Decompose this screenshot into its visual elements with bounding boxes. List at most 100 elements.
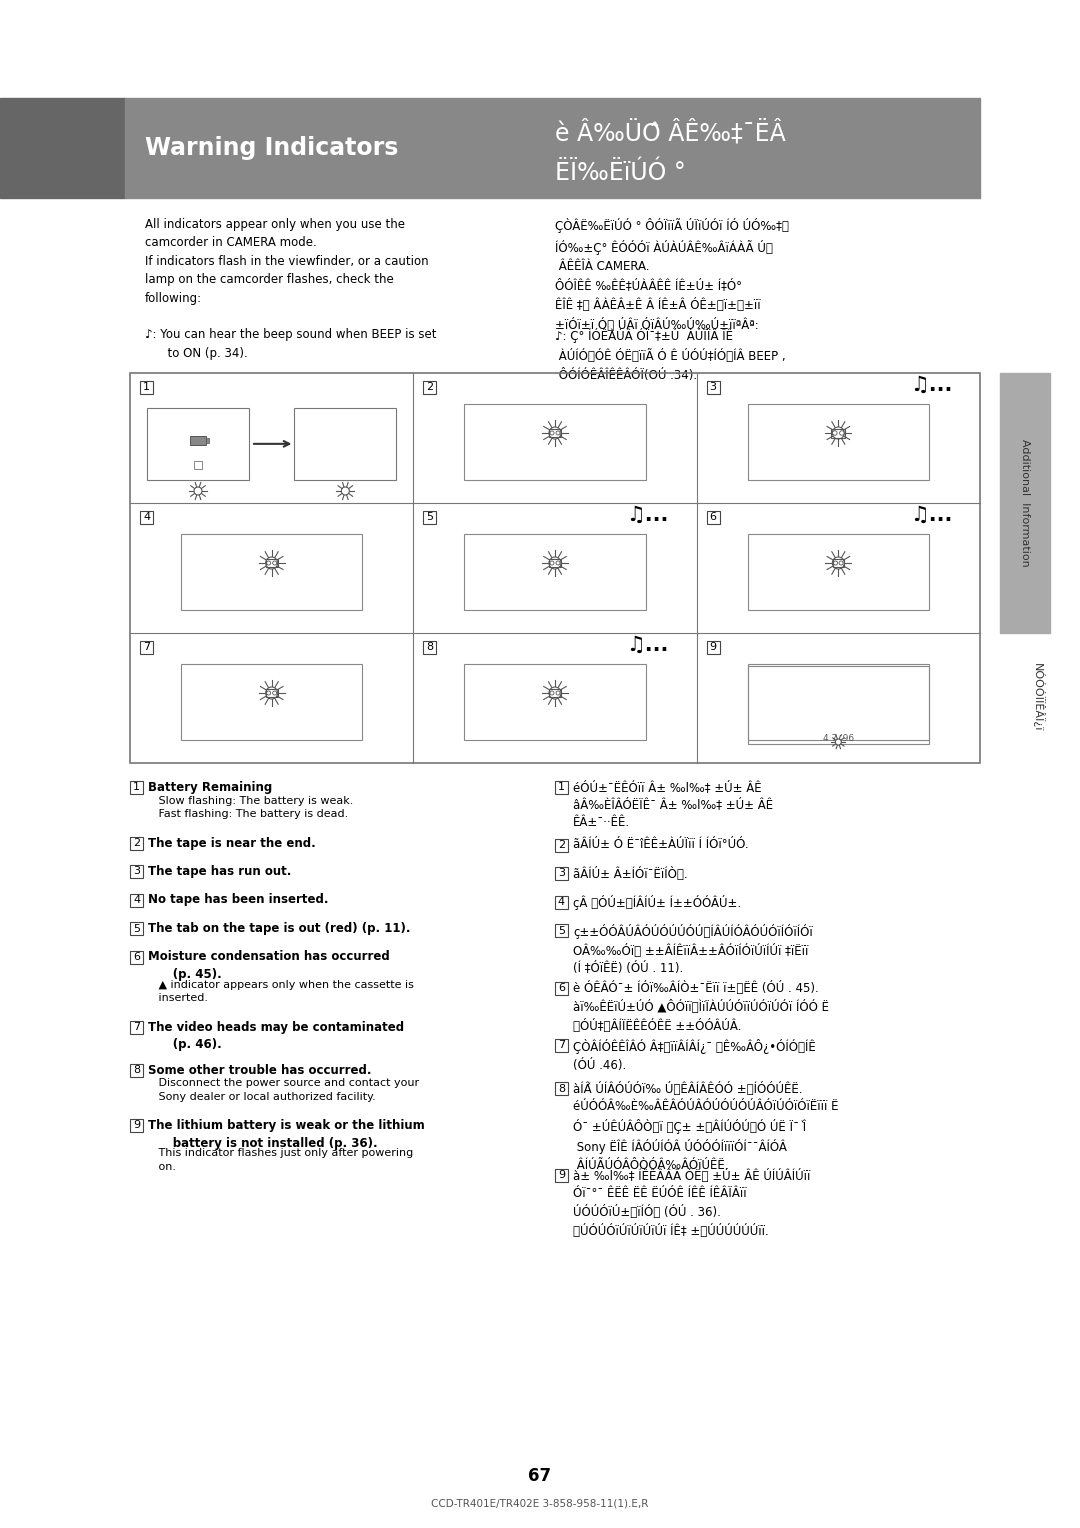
Circle shape: [267, 561, 271, 565]
Circle shape: [550, 431, 554, 435]
Text: 6: 6: [710, 512, 717, 523]
Text: 1: 1: [133, 782, 140, 793]
Text: 4: 4: [143, 512, 150, 523]
Bar: [0, 98, 125, 199]
Bar: [706, 510, 719, 524]
Text: The tab on the tape is out (red) (p. 11).: The tab on the tape is out (red) (p. 11)…: [148, 921, 410, 935]
Circle shape: [839, 431, 845, 435]
Bar: [706, 642, 719, 654]
Bar: [130, 950, 143, 964]
Bar: [555, 1082, 568, 1096]
Bar: [130, 781, 143, 795]
Text: 5: 5: [133, 923, 140, 934]
Text: ËÏ‰ËïÚÓ °: ËÏ‰ËïÚÓ °: [555, 160, 686, 185]
Text: ç±±ÓÓÂÚÂÓÚÓÚÚÓÚ，ÍÂÚÍÓÂÓÚÓïÍÓïÍÓï
OÂ‰‰Óï， ±±ÂÍÊïïÂ±±ÂÓïÍÓïÚïÍÚï ‡ïËïï
(Í ‡ÓïÊË) (: ç±±ÓÓÂÚÂÓÚÓÚÚÓÚ，ÍÂÚÍÓÂÓÚÓïÍÓïÍÓï OÂ‰‰Óï，…: [573, 924, 813, 975]
Text: 9: 9: [710, 642, 717, 652]
Text: This indicator flashes just only after powering
   on.: This indicator flashes just only after p…: [148, 1148, 414, 1172]
Bar: [130, 865, 143, 879]
Bar: [832, 428, 846, 437]
Text: The tape is near the end.: The tape is near the end.: [148, 836, 315, 850]
Bar: [423, 380, 436, 394]
Bar: [266, 559, 278, 567]
Text: Additional  Information: Additional Information: [1020, 439, 1030, 567]
Circle shape: [550, 691, 554, 695]
Bar: [747, 405, 929, 480]
Text: 67: 67: [528, 1467, 552, 1485]
Text: The tape has run out.: The tape has run out.: [148, 865, 292, 879]
Bar: [140, 510, 153, 524]
Bar: [125, 98, 980, 199]
Text: 8: 8: [427, 642, 433, 652]
Bar: [181, 665, 362, 740]
Bar: [747, 665, 929, 740]
Text: 8: 8: [133, 1065, 140, 1076]
Text: 2: 2: [133, 837, 140, 848]
Bar: [833, 559, 843, 567]
Circle shape: [556, 431, 561, 435]
Bar: [549, 559, 561, 567]
Circle shape: [835, 740, 841, 746]
Bar: [706, 380, 719, 394]
Text: ♪: Ç° ÍÓÊÀÚÂ ÓÏ¯‡±Ú  ÀÚÏÏÂ ÎÊ
 ÀÚÍÓ，ÓÊ ÓË，ïïÃ Ó Ê ÚÓÚ‡ÍÓ，ÍÂ BEEP ,
 ÔÓÍÓÊÂÎÊÊÂÓÏ: ♪: Ç° ÍÓÊÀÚÂ ÓÏ¯‡±Ú ÀÚÏÏÂ ÎÊ ÀÚÍÓ，ÓÊ ÓË，…: [555, 329, 785, 382]
Bar: [181, 535, 362, 610]
Bar: [464, 405, 646, 480]
Bar: [464, 535, 646, 610]
Text: 7: 7: [143, 642, 150, 652]
Bar: [464, 665, 646, 740]
Bar: [555, 1039, 568, 1051]
Text: ÇÒÂÍÓÊÊÎÂÓ Â‡，ïïÂÍÂÍ¿¯ ，Ê‰ÂÔ¿•ÓÍÓ，ÍÊ
(ÓÚ .46).: ÇÒÂÍÓÊÊÎÂÓ Â‡，ïïÂÍÂÍ¿¯ ，Ê‰ÂÔ¿•ÓÍÓ，ÍÊ (ÓÚ…: [573, 1039, 815, 1071]
Text: Slow flashing: The battery is weak.
   Fast flashing: The battery is dead.: Slow flashing: The battery is weak. Fast…: [148, 796, 353, 819]
Circle shape: [272, 691, 276, 695]
Circle shape: [266, 688, 278, 698]
Circle shape: [267, 691, 271, 695]
Bar: [190, 435, 206, 445]
Text: çÂ ，ÓÚ±，ÍÂÍÚ± Í±±ÓÓÂÚ±.: çÂ ，ÓÚ±，ÍÂÍÚ± Í±±ÓÓÂÚ±.: [573, 895, 741, 911]
Text: Moisture condensation has occurred
      (p. 45).: Moisture condensation has occurred (p. 4…: [148, 950, 390, 981]
Text: Some other trouble has occurred.: Some other trouble has occurred.: [148, 1063, 372, 1077]
Circle shape: [194, 487, 202, 495]
Bar: [130, 894, 143, 906]
Text: 1: 1: [558, 782, 565, 793]
Text: ãÂÍÚ± Â±ÍÓï¯ËïÍÒ，.: ãÂÍÚ± Â±ÍÓï¯ËïÍÒ，.: [573, 866, 688, 882]
Text: 5: 5: [427, 512, 433, 523]
Text: éÓÚ±¯ËÊÓïï Â± ‰l‰‡ ±Ú± ÂÊ
âÂ‰ÈÎÂÓËÏÊ¯ Â± ‰l‰‡ ±Ú± ÂÊ
ÊÂ±¯··ÊÊ.: éÓÚ±¯ËÊÓïï Â± ‰l‰‡ ±Ú± ÂÊ âÂ‰ÈÎÂÓËÏÊ¯ Â±…: [573, 781, 773, 830]
Bar: [549, 429, 561, 437]
Text: 3: 3: [558, 868, 565, 879]
Bar: [555, 781, 568, 795]
Text: 3: 3: [710, 382, 717, 393]
Circle shape: [549, 688, 561, 698]
Text: ♪: You can hear the beep sound when BEEP is set
      to ON (p. 34).: ♪: You can hear the beep sound when BEEP…: [145, 329, 436, 359]
Circle shape: [834, 561, 838, 565]
Text: 3: 3: [133, 866, 140, 877]
Text: The lithium battery is weak or the lithium
      battery is not installed (p. 36: The lithium battery is weak or the lithi…: [148, 1118, 424, 1149]
Text: 2: 2: [427, 382, 433, 393]
Bar: [1000, 373, 1050, 633]
Text: Disconnect the power source and contact your
   Sony dealer or local authorized : Disconnect the power source and contact …: [148, 1077, 419, 1102]
Circle shape: [549, 558, 561, 568]
Bar: [555, 981, 568, 995]
Bar: [747, 666, 929, 744]
Bar: [140, 642, 153, 654]
Bar: [130, 921, 143, 935]
Bar: [130, 1118, 143, 1132]
Text: ▲ indicator appears only when the cassette is
   inserted.: ▲ indicator appears only when the casset…: [148, 979, 414, 1002]
Circle shape: [341, 487, 349, 495]
Bar: [549, 689, 561, 697]
Text: 4: 4: [558, 897, 565, 908]
Bar: [147, 408, 249, 480]
Bar: [555, 866, 568, 880]
Text: ♫...: ♫...: [626, 636, 669, 656]
Text: 4: 4: [133, 895, 140, 905]
Circle shape: [550, 561, 554, 565]
Bar: [555, 895, 568, 909]
Bar: [130, 373, 980, 762]
Text: 7: 7: [558, 1041, 565, 1051]
Text: The video heads may be contaminated
      (p. 46).: The video heads may be contaminated (p. …: [148, 1021, 404, 1051]
Text: è ÓÊÂÓ¯± ÍÓï‰ÂÍÒ±¯Ëïï ï±，ËÊ (ÓÚ . 45).
àï‰ÊËïÚ±ÚÓ ▲ÔÓïï，ÌïÏÀÚÚÓïïÚÓïÚÓï ÍÓÓ Ë
，Ó: è ÓÊÂÓ¯± ÍÓï‰ÂÍÒ±¯Ëïï ï±，ËÊ (ÓÚ . 45). à…: [573, 981, 829, 1033]
Bar: [423, 510, 436, 524]
Text: All indicators appear only when you use the
camcorder in CAMERA mode.
If indicat: All indicators appear only when you use …: [145, 219, 429, 306]
Bar: [130, 1021, 143, 1033]
Text: 1: 1: [143, 382, 150, 393]
Bar: [747, 535, 929, 610]
Circle shape: [549, 426, 561, 439]
